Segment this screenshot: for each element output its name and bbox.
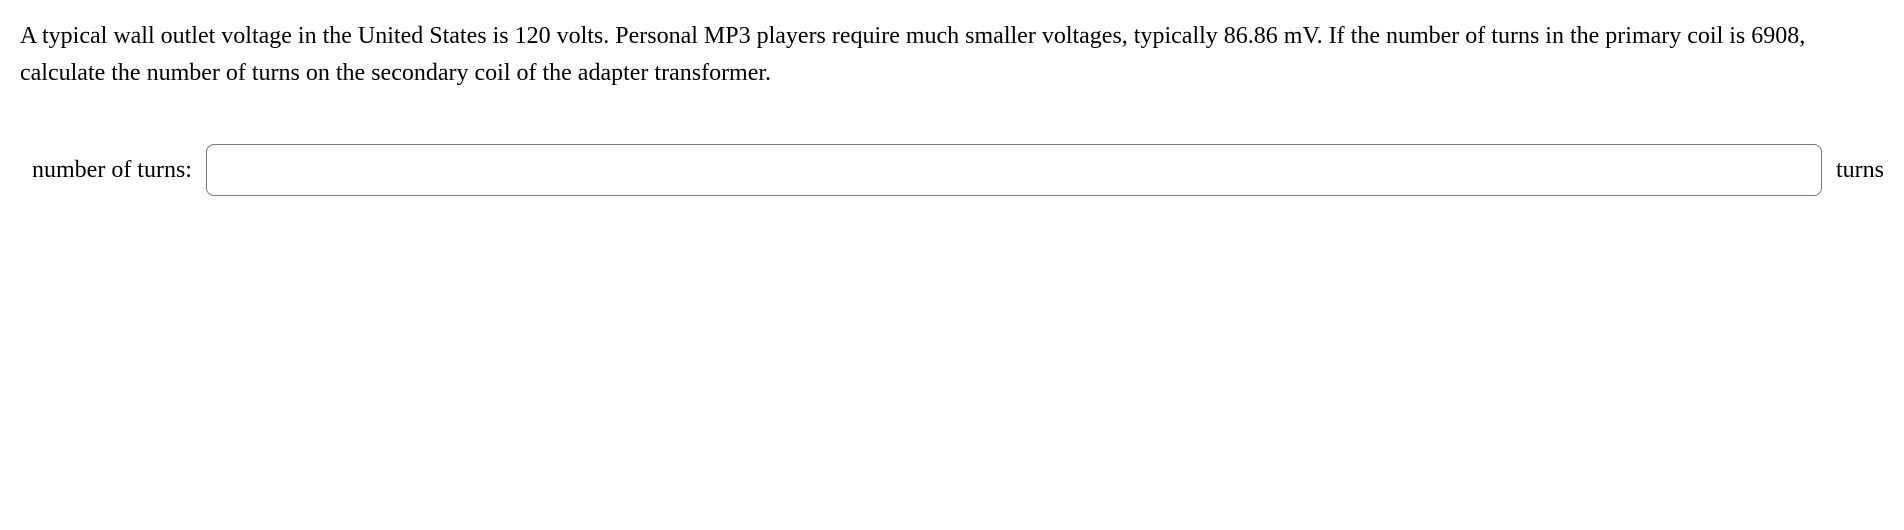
problem-statement: A typical wall outlet voltage in the Uni… bbox=[20, 18, 1884, 92]
answer-input[interactable] bbox=[206, 144, 1822, 196]
answer-row: number of turns: turns bbox=[20, 144, 1884, 196]
answer-label: number of turns: bbox=[32, 152, 192, 189]
answer-unit: turns bbox=[1836, 152, 1884, 189]
